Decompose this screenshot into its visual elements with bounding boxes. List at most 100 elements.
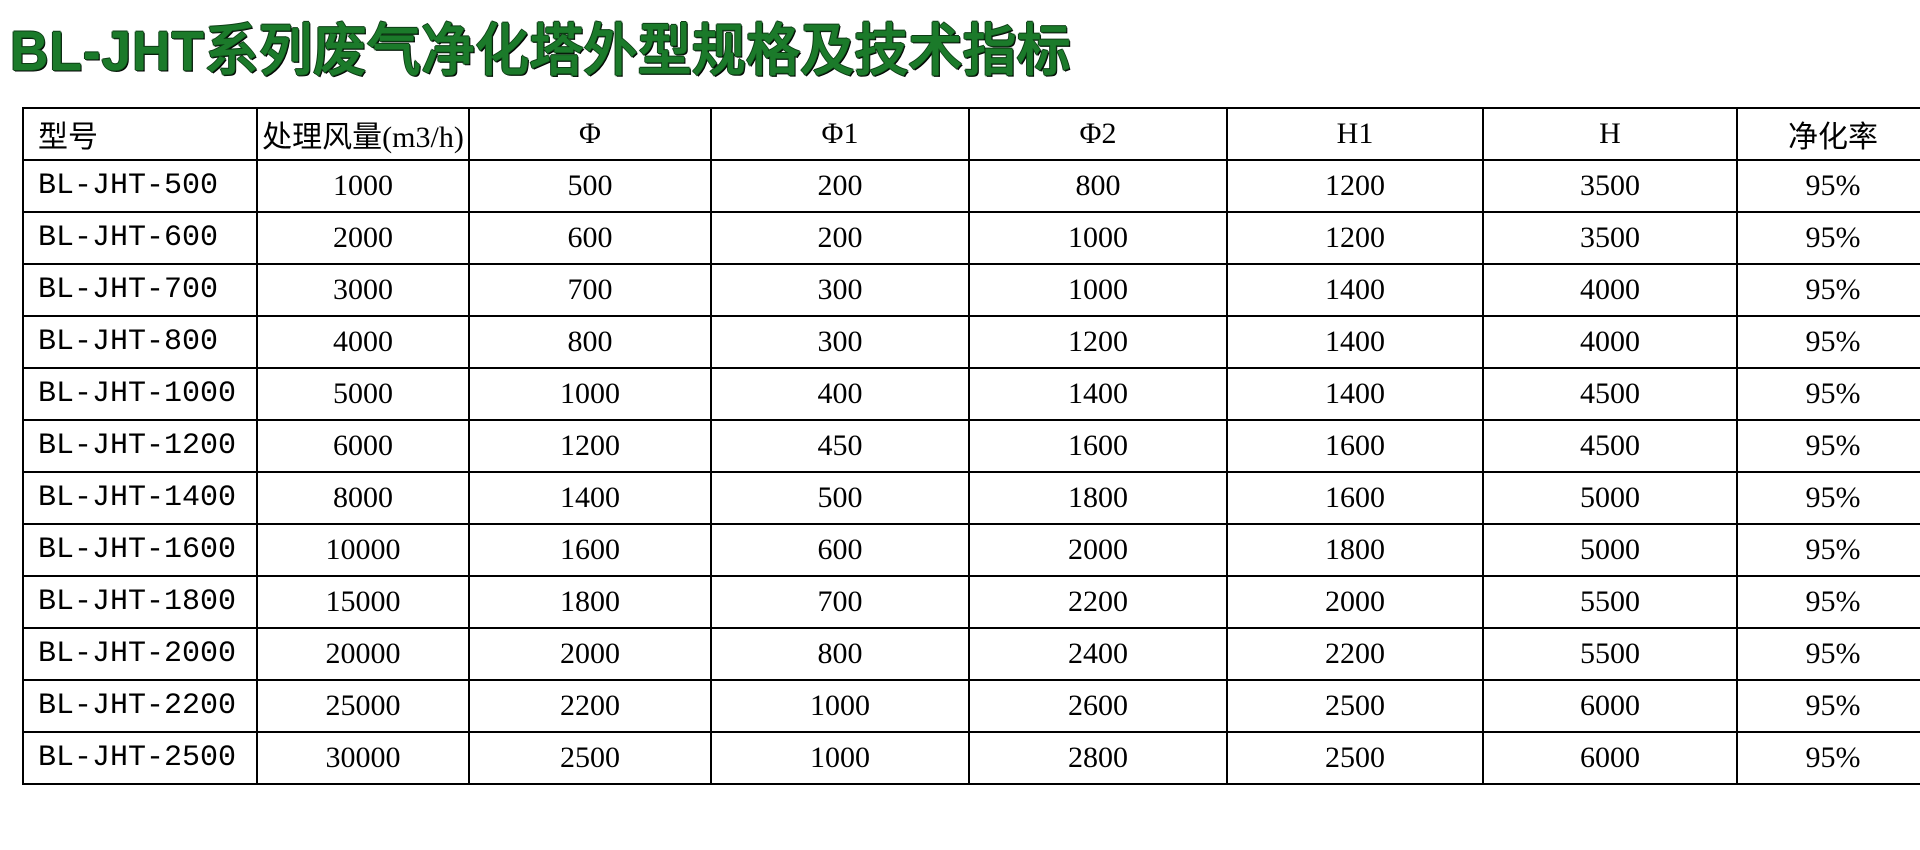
cell-value: 800 [711,628,969,680]
col-header-phi: Φ [469,108,711,160]
table-row: BL-JHT-700300070030010001400400095% [23,264,1920,316]
cell-value: 5500 [1483,576,1737,628]
cell-value: 4500 [1483,420,1737,472]
cell-value: 20000 [257,628,469,680]
cell-value: 3500 [1483,212,1737,264]
cell-value: 1000 [969,212,1227,264]
cell-value: 2000 [1227,576,1483,628]
cell-model: BL-JHT-800 [23,316,257,368]
cell-model: BL-JHT-1400 [23,472,257,524]
cell-model: BL-JHT-500 [23,160,257,212]
cell-model: BL-JHT-1600 [23,524,257,576]
col-header-phi2: Φ2 [969,108,1227,160]
cell-value: 800 [469,316,711,368]
table-row: BL-JHT-600200060020010001200350095% [23,212,1920,264]
cell-value: 95% [1737,628,1920,680]
cell-model: BL-JHT-1200 [23,420,257,472]
cell-value: 200 [711,212,969,264]
cell-value: 2000 [257,212,469,264]
table-row: BL-JHT-160010000160060020001800500095% [23,524,1920,576]
cell-value: 95% [1737,732,1920,784]
cell-value: 95% [1737,316,1920,368]
col-header-h: H [1483,108,1737,160]
cell-value: 2600 [969,680,1227,732]
table-header-row: 型号 处理风量(m3/h) Φ Φ1 Φ2 H1 H 净化率 [23,108,1920,160]
cell-value: 25000 [257,680,469,732]
cell-value: 5000 [1483,524,1737,576]
cell-value: 2400 [969,628,1227,680]
col-header-model: 型号 [23,108,257,160]
cell-value: 6000 [1483,732,1737,784]
cell-value: 5000 [1483,472,1737,524]
table-row: BL-JHT-10005000100040014001400450095% [23,368,1920,420]
table-row: BL-JHT-50010005002008001200350095% [23,160,1920,212]
cell-value: 1200 [469,420,711,472]
cell-value: 1400 [469,472,711,524]
cell-value: 5500 [1483,628,1737,680]
cell-value: 1400 [1227,316,1483,368]
cell-value: 6000 [257,420,469,472]
cell-value: 500 [469,160,711,212]
cell-value: 4000 [1483,316,1737,368]
cell-value: 4000 [1483,264,1737,316]
cell-value: 3000 [257,264,469,316]
cell-value: 3500 [1483,160,1737,212]
table-row: BL-JHT-2200250002200100026002500600095% [23,680,1920,732]
col-header-phi1: Φ1 [711,108,969,160]
cell-model: BL-JHT-2200 [23,680,257,732]
cell-value: 4000 [257,316,469,368]
table-row: BL-JHT-2500300002500100028002500600095% [23,732,1920,784]
cell-value: 800 [969,160,1227,212]
cell-value: 2500 [1227,680,1483,732]
cell-value: 700 [469,264,711,316]
cell-value: 200 [711,160,969,212]
table-body: BL-JHT-50010005002008001200350095%BL-JHT… [23,160,1920,784]
cell-value: 300 [711,264,969,316]
table-row: BL-JHT-800400080030012001400400095% [23,316,1920,368]
cell-value: 2200 [1227,628,1483,680]
cell-value: 300 [711,316,969,368]
cell-value: 1600 [469,524,711,576]
cell-value: 2200 [969,576,1227,628]
cell-model: BL-JHT-2000 [23,628,257,680]
cell-value: 1000 [711,680,969,732]
cell-model: BL-JHT-1800 [23,576,257,628]
cell-value: 1600 [969,420,1227,472]
cell-value: 2500 [1227,732,1483,784]
spec-table: 型号 处理风量(m3/h) Φ Φ1 Φ2 H1 H 净化率 BL-JHT-50… [22,107,1920,785]
cell-value: 1600 [1227,420,1483,472]
table-row: BL-JHT-12006000120045016001600450095% [23,420,1920,472]
cell-model: BL-JHT-700 [23,264,257,316]
cell-value: 1200 [969,316,1227,368]
cell-value: 2000 [469,628,711,680]
cell-value: 95% [1737,264,1920,316]
cell-value: 600 [711,524,969,576]
cell-value: 1400 [1227,368,1483,420]
cell-value: 1000 [469,368,711,420]
cell-value: 5000 [257,368,469,420]
cell-value: 2500 [469,732,711,784]
cell-value: 4500 [1483,368,1737,420]
cell-value: 95% [1737,368,1920,420]
cell-value: 600 [469,212,711,264]
cell-value: 1400 [969,368,1227,420]
cell-value: 15000 [257,576,469,628]
cell-value: 10000 [257,524,469,576]
cell-value: 1200 [1227,160,1483,212]
cell-model: BL-JHT-2500 [23,732,257,784]
cell-value: 95% [1737,576,1920,628]
cell-value: 95% [1737,212,1920,264]
cell-value: 1800 [469,576,711,628]
table-row: BL-JHT-180015000180070022002000550095% [23,576,1920,628]
cell-model: BL-JHT-1000 [23,368,257,420]
cell-value: 95% [1737,680,1920,732]
cell-model: BL-JHT-600 [23,212,257,264]
cell-value: 95% [1737,472,1920,524]
cell-value: 450 [711,420,969,472]
table-row: BL-JHT-200020000200080024002200550095% [23,628,1920,680]
cell-value: 1600 [1227,472,1483,524]
col-header-h1: H1 [1227,108,1483,160]
cell-value: 1000 [257,160,469,212]
cell-value: 700 [711,576,969,628]
cell-value: 1400 [1227,264,1483,316]
